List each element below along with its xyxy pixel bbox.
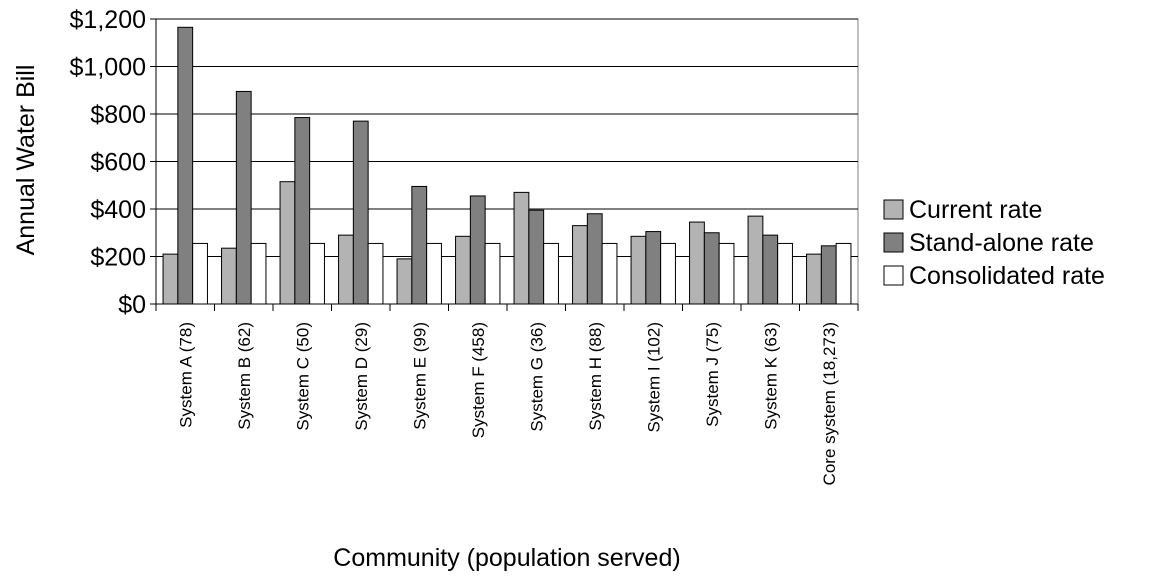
y-tick-label: $0 [118,291,146,319]
bar-stand-alone-rate-5 [469,195,486,305]
legend-swatch-consolidated-rate [883,265,904,286]
bar-consolidated-rate-10 [777,242,793,305]
bar-stand-alone-rate-4 [411,185,428,305]
legend-label: Current rate [909,196,1042,224]
bar-stand-alone-rate-10 [762,234,779,305]
bar-current-rate-8 [630,235,647,305]
y-tick-label: $400 [90,196,146,224]
bars [162,26,852,305]
y-axis-title: Annual Water Bill [12,65,40,256]
x-tick-label: System C (50) [293,322,312,431]
bar-current-rate-7 [572,225,588,305]
bar-consolidated-rate-4 [426,242,442,305]
legend-swatch-stand-alone-rate [883,232,904,253]
y-tick-label: $1,200 [70,6,146,34]
bar-consolidated-rate-3 [367,242,384,305]
bar-consolidated-rate-2 [309,242,325,305]
legend-label: Stand-alone rate [909,229,1094,257]
bar-stand-alone-rate-11 [820,245,837,305]
bar-current-rate-6 [513,191,530,305]
bar-current-rate-10 [747,215,764,305]
bar-stand-alone-rate-9 [703,232,720,305]
bar-consolidated-rate-6 [543,242,559,305]
bar-current-rate-9 [689,221,705,305]
x-tick-label: System H (88) [586,322,605,431]
y-tick-label: $1,000 [70,54,146,82]
bar-stand-alone-rate-6 [528,209,545,305]
x-tick-label: System G (36) [527,322,546,432]
bar-current-rate-5 [455,235,471,305]
bar-consolidated-rate-11 [835,242,852,305]
axes: $0 $200 $400 $600 $800 $1,000 $1,200 System A (… [70,6,859,485]
bar-consolidated-rate-9 [718,242,735,305]
bar-current-rate-3 [338,234,354,305]
bar-consolidated-rate-1 [250,242,267,305]
legend: Current rate Stand-alone rate Consolidated… [883,196,1105,290]
y-tick-label: $600 [90,149,146,177]
bar-stand-alone-rate-7 [586,213,603,305]
bar-current-rate-4 [396,258,413,305]
bar-consolidated-rate-5 [484,242,501,305]
bar-current-rate-0 [162,253,179,305]
bar-stand-alone-rate-8 [645,231,662,305]
x-tick-label: System B (62) [235,322,254,430]
bar-current-rate-2 [279,181,296,305]
bar-stand-alone-rate-3 [352,120,369,305]
x-tick-label: System J (75) [703,322,722,427]
legend-label: Consolidated rate [909,262,1105,290]
x-tick-label: System I (102) [644,322,663,433]
bar-consolidated-rate-7 [601,242,618,305]
x-tick-label: System F (458) [469,322,488,438]
bar-current-rate-11 [806,253,822,305]
bar-stand-alone-rate-0 [177,26,194,305]
legend-swatch-current-rate [883,199,904,220]
x-tick-label: System E (99) [410,322,429,430]
x-axis-title: Community (population served) [333,544,680,572]
x-tick-label: System A (78) [176,322,195,428]
bar-current-rate-1 [221,247,237,305]
x-tick-label: Core system (18,273) [820,322,839,485]
bar-stand-alone-rate-1 [235,90,252,305]
bar-consolidated-rate-0 [192,242,208,305]
bar-stand-alone-rate-2 [294,117,311,305]
x-tick-label: System K (63) [761,322,780,430]
y-tick-label: $200 [90,244,146,272]
bar-consolidated-rate-8 [660,242,676,305]
y-tick-label: $800 [90,101,146,129]
x-tick-label: System D (29) [352,322,371,431]
gridlines [155,18,859,305]
